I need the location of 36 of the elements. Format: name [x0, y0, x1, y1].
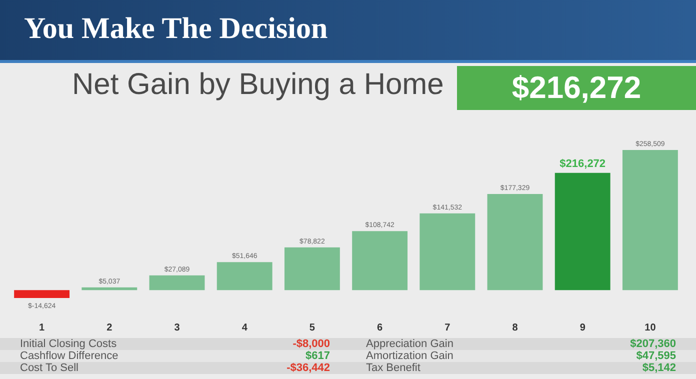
- bar: [352, 231, 408, 290]
- chart-title: You Make The Decision: [24, 12, 328, 46]
- data-label: $216,272: [560, 158, 606, 170]
- text: Amortization Gain: [366, 350, 454, 362]
- bar: [554, 172, 610, 290]
- text: Cashflow Difference: [20, 350, 118, 362]
- bar: [14, 290, 70, 298]
- bar: [622, 150, 678, 290]
- bar: [149, 275, 205, 290]
- x-tick-label: 2: [106, 322, 113, 334]
- x-tick-label: 9: [580, 322, 586, 334]
- x-tick-label: 6: [377, 322, 384, 334]
- text: Appreciation Gain: [366, 338, 454, 350]
- text: $207,360: [630, 338, 676, 350]
- x-tick-label: 10: [644, 322, 656, 334]
- x-tick-label: 4: [242, 322, 248, 334]
- text: -$8,000: [292, 338, 330, 350]
- text: Initial Closing Costs: [20, 338, 117, 350]
- text: $47,595: [636, 350, 676, 362]
- bar: [284, 247, 340, 290]
- chart-subtitle: Net Gain by Buying a Home: [72, 68, 444, 102]
- bar: [487, 194, 543, 290]
- bar: [216, 262, 272, 290]
- text: $216,272: [457, 66, 696, 110]
- x-tick-label: 1: [39, 322, 46, 334]
- x-tick-label: 7: [444, 322, 451, 334]
- x-tick-label: 3: [174, 322, 180, 334]
- x-tick-label: 8: [512, 322, 518, 334]
- x-tick-label: 5: [309, 322, 316, 334]
- text: Tax Benefit: [366, 362, 420, 374]
- bar: [82, 287, 138, 290]
- text: Cost To Sell: [20, 362, 78, 374]
- text: $5,142: [642, 362, 676, 374]
- text: -$36,442: [286, 362, 330, 374]
- bar: [420, 213, 476, 290]
- text: $617: [306, 350, 330, 362]
